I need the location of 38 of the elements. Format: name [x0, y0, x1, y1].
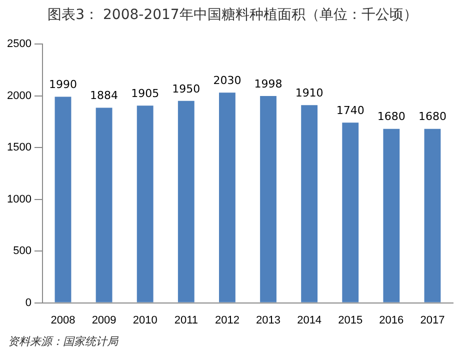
- bar: [424, 128, 441, 302]
- chart-title: 图表3： 2008-2017年中国糖料种植面积（单位：千公顷）: [46, 6, 418, 24]
- data-label: 1998: [254, 77, 282, 90]
- data-label: 1950: [172, 82, 200, 96]
- x-tick-label: 2015: [338, 314, 363, 326]
- data-label: 1680: [377, 110, 406, 124]
- y-tick-label: 2000: [6, 90, 32, 102]
- bar: [96, 108, 112, 302]
- data-label: 1905: [131, 86, 160, 100]
- x-tick-label: 2012: [214, 314, 240, 326]
- bar: [219, 92, 236, 302]
- y-tick-label: 500: [13, 245, 32, 258]
- y-tick-label: 1500: [6, 142, 32, 154]
- text: 资料来源：国家统计局: [8, 334, 118, 349]
- bar: [342, 122, 359, 302]
- x-tick-label: 2017: [420, 314, 445, 326]
- y-tick-label: 1000: [6, 193, 32, 206]
- bar: [383, 128, 400, 302]
- x-tick-label: 2014: [297, 314, 322, 326]
- bar: [301, 105, 318, 302]
- y-tick-label: 0: [25, 296, 32, 309]
- y-tick-label: 2500: [6, 38, 32, 50]
- bar: [54, 96, 72, 302]
- data-label: 1990: [48, 78, 77, 92]
- data-label: 2030: [213, 74, 242, 88]
- x-tick-label: 2009: [92, 314, 116, 326]
- x-tick-label: 2013: [256, 314, 281, 326]
- x-tick-label: 2010: [132, 314, 158, 326]
- data-label: 1740: [336, 104, 364, 118]
- data-label: 1680: [418, 110, 446, 124]
- x-tick-label: 2011: [174, 314, 198, 326]
- x-tick-label: 2016: [379, 314, 404, 326]
- bar: [178, 100, 194, 302]
- data-label: 1910: [295, 86, 324, 100]
- data-label: 1884: [90, 89, 118, 102]
- bar: [136, 106, 154, 302]
- bar: [260, 96, 276, 302]
- x-tick-label: 2008: [50, 314, 76, 326]
